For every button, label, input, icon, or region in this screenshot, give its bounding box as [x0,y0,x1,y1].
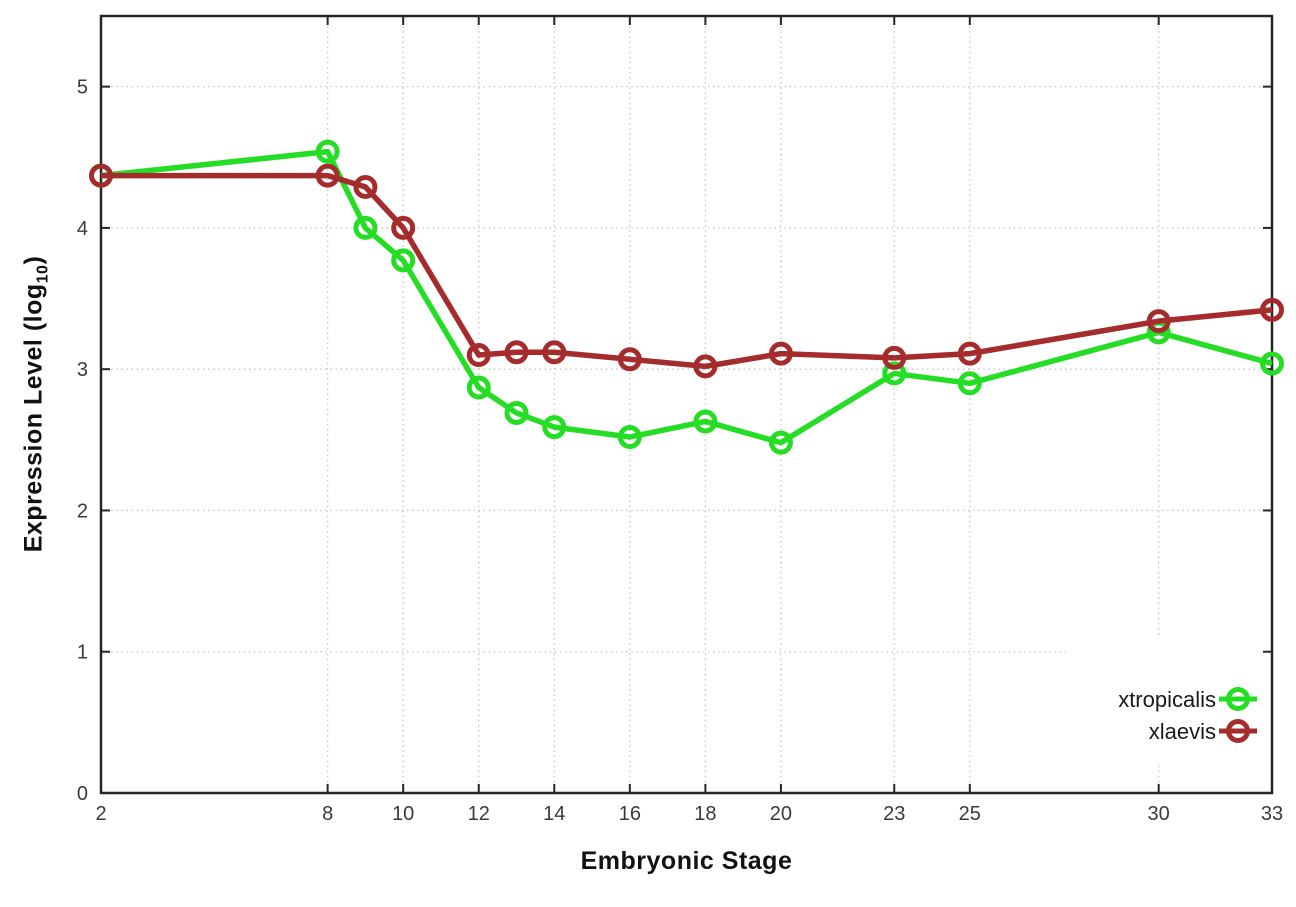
data-point-xlaevis [882,345,907,370]
data-point-xlaevis [542,340,567,365]
y-axis-title-subscript: 10 [34,264,52,284]
x-tick-label: 12 [468,803,490,825]
data-point-xtropicalis [693,409,718,434]
data-point-xlaevis [466,343,491,368]
data-point-xlaevis [315,163,340,188]
data-point-xlaevis [391,215,416,240]
x-tick-label: 30 [1148,803,1170,825]
data-point-xtropicalis [315,139,340,164]
y-axis-title: Expression Level (log10) [20,256,53,553]
data-point-xtropicalis [466,375,491,400]
data-point-xtropicalis [504,400,529,425]
x-tick-label: 2 [95,803,106,825]
y-tick-label: 1 [77,642,88,664]
legend-marker-circle [1226,719,1250,743]
series-line-xlaevis [101,172,1273,370]
x-tick-label: 33 [1261,803,1283,825]
y-axis-title-text: Expression Level (log [19,283,48,553]
data-point-xtropicalis [957,371,982,396]
data-point-xlaevis [1260,297,1284,322]
data-point-xtropicalis [617,424,642,449]
x-tick-label: 10 [392,803,414,825]
y-tick-label: 2 [77,500,88,522]
x-tick-label: 20 [770,803,792,825]
data-point-xtropicalis [768,430,793,455]
x-tick-label: 23 [883,803,905,825]
x-tick-label: 8 [322,803,333,825]
legend-label: xlaevis [1149,719,1216,744]
data-point-xtropicalis [353,215,378,240]
y-tick-label: 0 [77,783,88,805]
data-point-xlaevis [617,347,642,372]
data-point-xlaevis [768,341,793,366]
x-axis-title: Embryonic Stage [580,847,793,875]
legend-marker-circle [1226,687,1250,711]
data-point-xlaevis [1146,309,1171,334]
data-point-xlaevis [957,341,982,366]
x-tick-label: 25 [959,803,981,825]
x-tick-label: 14 [543,803,565,825]
data-point-xlaevis [89,163,113,188]
plot-border [99,14,1274,795]
data-point-xtropicalis [1260,351,1284,376]
legend-label: xtropicalis [1118,687,1216,712]
data-point-xtropicalis [391,248,416,273]
x-tick-label: 16 [619,803,641,825]
y-tick-label: 4 [77,218,88,240]
x-tick-label: 18 [694,803,716,825]
y-axis-title-suffix: ) [19,255,48,265]
y-tick-label: 5 [77,77,88,99]
data-point-xlaevis [353,174,378,199]
series-line-xtropicalis [100,148,1273,446]
data-point-xlaevis [504,340,529,365]
data-point-xtropicalis [882,361,907,386]
data-point-xtropicalis [542,415,567,440]
y-tick-label: 3 [77,359,88,381]
data-point-xlaevis [693,354,718,379]
